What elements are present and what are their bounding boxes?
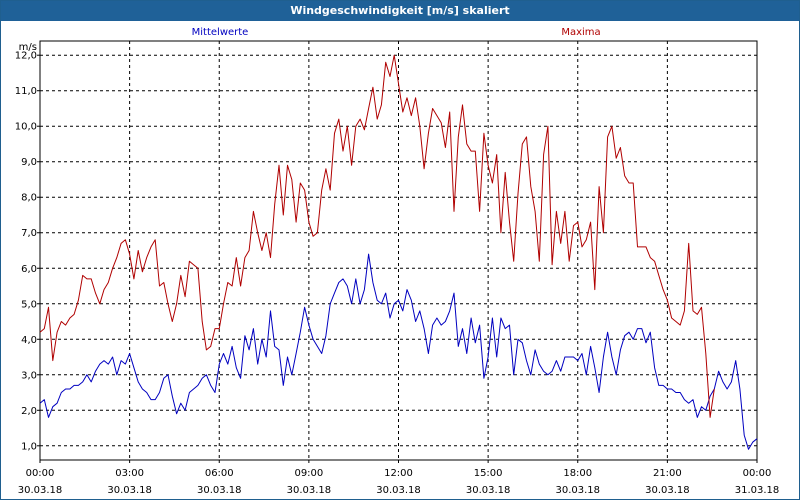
x-tick-label-date: 30.03.18 (376, 485, 421, 496)
x-tick-label-date: 30.03.18 (287, 485, 332, 496)
x-tick-label-date: 31.03.18 (735, 485, 780, 496)
y-tick-label: 9,0 (21, 157, 37, 168)
x-tick-label-time: 00:00 (743, 468, 772, 479)
series-line-maxima (39, 54, 715, 418)
x-tick-label-date: 30.03.18 (107, 485, 152, 496)
x-tick-label-time: 09:00 (294, 468, 323, 479)
window-title: Windgeschwindigkeit [m/s] skaliert (1, 1, 799, 21)
legend-mittelwerte: Mittelwerte (192, 27, 249, 38)
y-tick-label: 12,0 (15, 51, 37, 62)
series-line-mittelwerte (39, 253, 758, 450)
x-tick-label-date: 30.03.18 (18, 485, 63, 496)
y-tick-label: 5,0 (21, 299, 37, 310)
y-tick-label: 4,0 (21, 335, 37, 346)
x-tick-label-time: 12:00 (384, 468, 413, 479)
x-tick-label-time: 21:00 (653, 468, 682, 479)
y-tick-label: 3,0 (21, 370, 37, 381)
x-tick-label-time: 06:00 (205, 468, 234, 479)
x-tick-label-time: 03:00 (115, 468, 144, 479)
y-axis-label: m/s (19, 42, 37, 53)
legend-maxima: Maxima (561, 27, 600, 38)
y-tick-label: 7,0 (21, 228, 37, 239)
x-tick-label-time: 15:00 (474, 468, 503, 479)
x-tick-label-time: 00:00 (26, 468, 55, 479)
y-tick-label: 8,0 (21, 193, 37, 204)
y-tick-label: 6,0 (21, 264, 37, 275)
x-tick-label-date: 30.03.18 (197, 485, 242, 496)
x-tick-label-date: 30.03.18 (645, 485, 690, 496)
x-tick-label-date: 30.03.18 (466, 485, 511, 496)
y-tick-label: 1,0 (21, 441, 37, 452)
y-tick-label: 2,0 (21, 406, 37, 417)
y-tick-label: 11,0 (15, 86, 37, 97)
x-tick-label-time: 18:00 (563, 468, 592, 479)
y-tick-label: 10,0 (15, 122, 37, 133)
x-tick-label-date: 30.03.18 (555, 485, 600, 496)
